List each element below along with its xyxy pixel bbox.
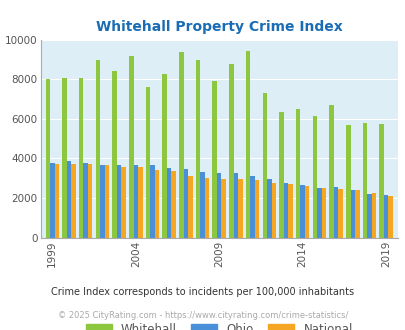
Bar (312, 116, 316, 238)
Bar (138, 167, 142, 238)
Bar (154, 170, 159, 238)
Bar (88, 164, 92, 238)
Bar (345, 125, 350, 238)
Bar (104, 165, 109, 238)
Bar (388, 196, 392, 238)
Bar (95, 60, 100, 238)
Bar (233, 173, 238, 238)
Bar (83, 163, 88, 238)
Bar (379, 124, 383, 238)
Bar (204, 178, 209, 238)
Bar (279, 112, 283, 238)
Bar (245, 51, 250, 238)
Bar (283, 183, 288, 238)
Bar (321, 188, 325, 238)
Legend: Whitehall, Ohio, National: Whitehall, Ohio, National (81, 319, 357, 330)
Bar (50, 163, 54, 238)
Bar (316, 188, 321, 238)
Bar (295, 109, 300, 238)
Bar (54, 164, 59, 238)
Bar (371, 193, 375, 238)
Bar (367, 194, 371, 238)
Bar (162, 74, 166, 238)
Bar (45, 79, 50, 238)
Bar (337, 189, 342, 238)
Bar (212, 81, 216, 238)
Title: Whitehall Property Crime Index: Whitehall Property Crime Index (96, 20, 342, 34)
Text: © 2025 CityRating.com - https://www.cityrating.com/crime-statistics/: © 2025 CityRating.com - https://www.city… (58, 311, 347, 320)
Bar (133, 165, 138, 238)
Bar (183, 169, 188, 238)
Bar (188, 176, 192, 238)
Bar (129, 56, 133, 238)
Bar (71, 164, 76, 238)
Bar (333, 187, 337, 238)
Bar (300, 185, 304, 238)
Bar (228, 64, 233, 238)
Bar (262, 93, 266, 238)
Bar (166, 168, 171, 238)
Bar (112, 71, 117, 238)
Bar (195, 60, 200, 238)
Bar (288, 184, 292, 238)
Bar (145, 87, 150, 238)
Bar (171, 171, 175, 238)
Bar (100, 165, 104, 238)
Bar (121, 167, 126, 238)
Bar (350, 190, 354, 238)
Text: Crime Index corresponds to incidents per 100,000 inhabitants: Crime Index corresponds to incidents per… (51, 287, 354, 297)
Bar (383, 195, 388, 238)
Bar (362, 123, 367, 238)
Bar (250, 176, 254, 238)
Bar (66, 161, 71, 238)
Bar (271, 183, 275, 238)
Bar (179, 52, 183, 238)
Bar (216, 173, 221, 238)
Bar (79, 78, 83, 238)
Bar (304, 186, 309, 238)
Bar (221, 179, 226, 238)
Bar (62, 78, 66, 238)
Bar (254, 180, 259, 238)
Bar (238, 179, 242, 238)
Bar (354, 190, 359, 238)
Bar (266, 179, 271, 238)
Bar (328, 105, 333, 238)
Bar (200, 172, 204, 238)
Bar (150, 165, 154, 238)
Bar (117, 165, 121, 238)
